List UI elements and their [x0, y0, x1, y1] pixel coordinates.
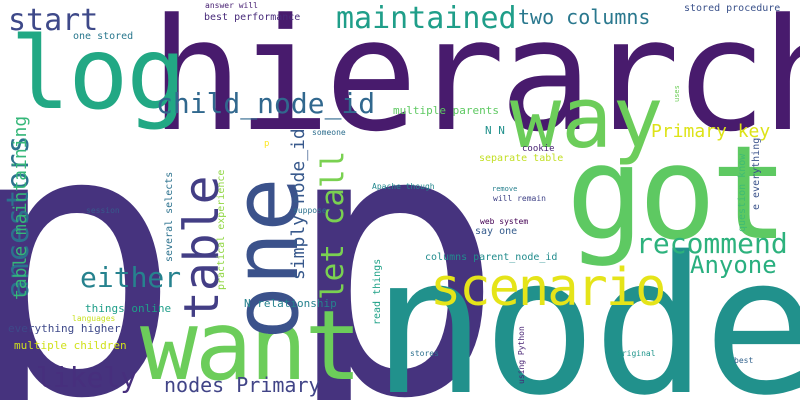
word-someone: someone — [312, 128, 346, 137]
word-multiple-parents: multiple parents — [393, 104, 499, 117]
word-read-things: read things — [372, 258, 383, 325]
word-stores: stores — [410, 349, 439, 358]
word-maintained: maintained — [336, 1, 517, 36]
word-likely: likely — [36, 361, 138, 394]
word-log: log — [10, 15, 187, 132]
word-answer-will: answer will — [205, 1, 258, 10]
word-will-remain: will remain — [493, 194, 546, 203]
word-either: either — [80, 261, 182, 294]
word-everything-higher: everything higher — [8, 322, 121, 335]
word-web-system: web system — [480, 217, 529, 226]
word-practical-experience: practical experience — [216, 169, 227, 290]
word-question-know: question know — [737, 153, 748, 232]
word-p-large-right: p — [283, 50, 506, 400]
word-uses: uses — [673, 85, 681, 102]
word-one-stored: one stored — [73, 31, 134, 42]
word-best-performance: best performance — [204, 12, 301, 23]
word-table-maintaining: table maintaining — [10, 115, 31, 300]
word-anyone: Anyone — [690, 251, 777, 279]
word-cookie: cookie — [522, 144, 555, 154]
word-columns-parent-node-id: columns parent_node_id — [425, 252, 558, 263]
word-apache-though: Apache though — [372, 182, 435, 191]
word-two-columns: two columns — [518, 5, 651, 29]
word-n-n: N N — [485, 124, 505, 137]
word-say-one: say one — [475, 226, 518, 237]
word-recommend: recommend — [636, 227, 788, 260]
word-let-call: let call — [315, 150, 351, 300]
word-using-python: using Python — [517, 326, 526, 384]
word-several-selects: several selects — [164, 171, 175, 262]
word-nodes-primary: nodes Primary — [164, 373, 321, 397]
word-separate-table: separate table — [479, 153, 564, 164]
word-p-large-left: p — [0, 50, 183, 400]
word-stored-procedure: stored procedure — [684, 3, 781, 14]
word-hierarchy: hierarchy — [150, 0, 800, 166]
word-remove: remove — [492, 185, 518, 193]
word-scenario: scenario — [430, 258, 666, 318]
word-session: session — [86, 206, 120, 215]
word-original: original — [617, 349, 656, 358]
word-start: start — [8, 3, 99, 38]
word-want: want — [140, 290, 362, 400]
word-simply-node-id: simply node_id — [288, 128, 309, 280]
word-got: got — [566, 117, 789, 269]
word-p-tiny: p — [264, 139, 270, 149]
word-n-relationship: N relationship — [244, 297, 337, 310]
word-things-online: things online — [85, 302, 172, 315]
word-languages: languages — [72, 314, 116, 323]
word-multiple-children: multiple children — [14, 339, 127, 352]
word-child-node-id: child_node_id — [156, 87, 376, 120]
word-primary-key: Primary key — [651, 121, 771, 142]
word-e-everything: e everything — [751, 137, 762, 210]
word-suppose: suppose — [293, 206, 327, 215]
word-node: node — [372, 216, 800, 400]
word-best-small: best — [734, 356, 754, 365]
word-way: way — [510, 69, 664, 168]
